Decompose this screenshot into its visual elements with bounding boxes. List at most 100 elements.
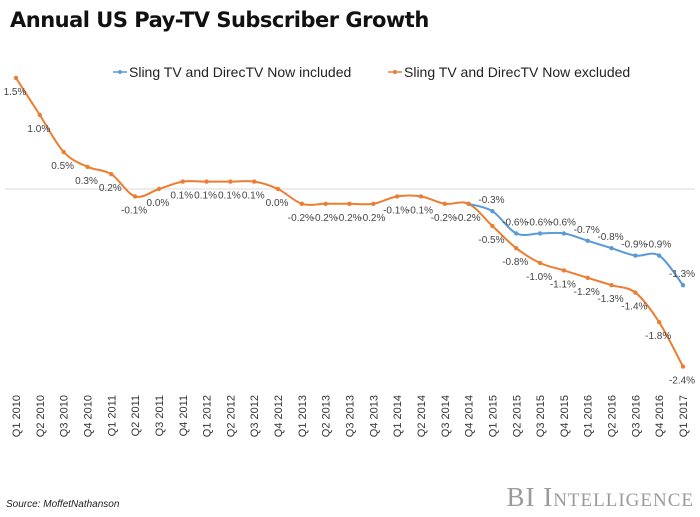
data-point (633, 253, 638, 258)
x-tick-label: Q3 2010 (59, 395, 71, 437)
data-label: -0.8% (597, 232, 623, 243)
data-label: 0.1% (170, 191, 193, 202)
data-point (490, 223, 495, 229)
data-point (680, 283, 686, 288)
data-point (537, 260, 543, 266)
series-line (468, 202, 684, 286)
x-tick-label: Q2 2010 (35, 395, 47, 437)
data-label: -0.6% (550, 217, 576, 228)
x-tick-label: Q1 2010 (11, 395, 23, 437)
data-label: 1.5% (4, 87, 27, 98)
data-label: -0.2% (312, 213, 338, 224)
legend-marker (118, 70, 122, 74)
data-label: -1.0% (526, 272, 552, 283)
data-label: -1.4% (621, 302, 647, 313)
data-point (466, 201, 471, 206)
data-label: -1.3% (669, 269, 695, 280)
data-point (13, 75, 19, 81)
data-label: 0.0% (266, 198, 289, 209)
data-label: -1.2% (574, 287, 600, 298)
data-point (252, 179, 257, 184)
data-point (561, 231, 567, 236)
x-tick-label: Q4 2012 (273, 395, 285, 437)
data-point (275, 186, 281, 192)
data-label: -1.8% (645, 331, 671, 342)
data-point (514, 246, 519, 251)
x-tick-label: Q4 2011 (178, 395, 190, 436)
legend-marker (393, 70, 397, 74)
x-tick-label: Q3 2013 (345, 395, 357, 437)
x-tick-label: Q2 2011 (130, 395, 142, 436)
data-label: -0.2% (335, 213, 361, 224)
data-point (85, 164, 90, 169)
data-label: -0.3% (478, 195, 504, 206)
data-point (228, 179, 233, 184)
data-label: -2.4% (669, 376, 695, 387)
data-point (371, 201, 376, 206)
data-point (633, 290, 638, 295)
data-label: 0.5% (51, 161, 74, 172)
x-tick-label: Q1 2011 (106, 395, 118, 436)
data-point (609, 283, 614, 288)
x-tick-label: Q2 2012 (225, 395, 237, 437)
x-tick-label: Q1 2016 (583, 395, 595, 437)
data-point (180, 179, 185, 184)
data-label: -0.7% (574, 225, 600, 236)
data-label: -0.8% (502, 257, 528, 268)
data-point (585, 238, 590, 243)
x-tick-label: Q3 2016 (630, 395, 642, 437)
data-point (323, 201, 328, 206)
data-point (537, 231, 543, 236)
x-tick-label: Q1 2014 (392, 395, 404, 437)
x-tick-label: Q2 2016 (607, 395, 619, 437)
x-tick-label: Q4 2016 (654, 395, 666, 437)
bi-intelligence-logo: BI Intelligence (506, 482, 694, 512)
data-point (561, 268, 567, 273)
x-tick-label: Q1 2012 (202, 395, 214, 437)
data-label: -0.2% (359, 213, 385, 224)
data-point (37, 112, 43, 118)
data-label: -0.5% (478, 235, 504, 246)
data-label: -0.9% (621, 240, 647, 251)
data-point (394, 194, 400, 199)
x-tick-label: Q3 2015 (535, 395, 547, 437)
data-label: 0.1% (194, 191, 217, 202)
data-point (656, 253, 662, 258)
data-label: 0.1% (218, 191, 241, 202)
data-point (418, 194, 424, 199)
data-label: 0.2% (99, 183, 122, 194)
data-point (156, 186, 162, 192)
data-label: -0.2% (288, 213, 314, 224)
data-point (132, 194, 138, 199)
data-label: -0.9% (645, 240, 671, 251)
data-label: -1.3% (597, 294, 623, 305)
data-label: -0.1% (383, 205, 409, 216)
x-tick-label: Q4 2015 (559, 395, 571, 437)
x-tick-label: Q2 2014 (416, 395, 428, 437)
data-point (61, 149, 66, 155)
data-label: -0.1% (407, 205, 433, 216)
data-point (609, 246, 614, 251)
data-label: -0.1% (121, 205, 147, 216)
data-label: -0.6% (502, 217, 528, 228)
data-label: 1.0% (27, 124, 50, 135)
x-tick-label: Q4 2013 (368, 395, 380, 437)
data-point (680, 364, 686, 369)
x-tick-label: Q1 2013 (297, 395, 309, 437)
data-point (442, 201, 447, 206)
data-point (585, 275, 590, 280)
data-point (656, 320, 662, 325)
source-note: Source: MoffetNathanson (6, 499, 120, 510)
data-label: -1.1% (550, 279, 576, 290)
data-point (299, 201, 305, 206)
data-point (490, 209, 495, 214)
data-point (514, 231, 519, 236)
x-tick-label: Q2 2013 (321, 395, 333, 437)
x-tick-label: Q3 2011 (154, 395, 166, 436)
data-label: 0.0% (147, 198, 170, 209)
chart-title: Annual US Pay-TV Subscriber Growth (10, 8, 429, 32)
x-tick-label: Q3 2014 (440, 395, 452, 437)
x-tick-label: Q3 2012 (249, 395, 261, 437)
